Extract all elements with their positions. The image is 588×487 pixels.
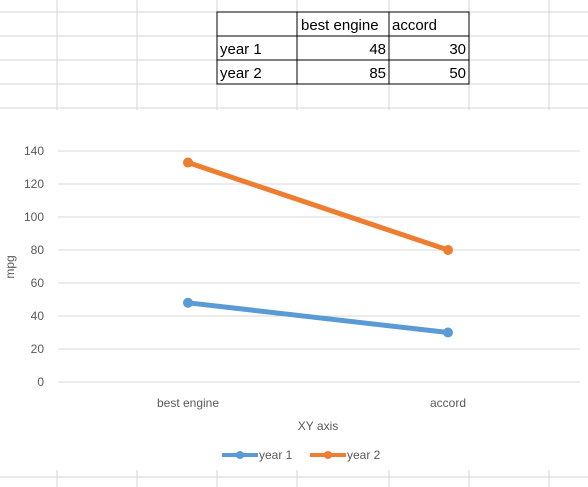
- y-axis-title[interactable]: mpg: [3, 255, 17, 278]
- y-tick-label: 140: [24, 144, 44, 158]
- legend-item-year-1[interactable]: year 1: [222, 448, 293, 462]
- y-tick-label: 80: [31, 243, 45, 257]
- table-header-accord[interactable]: accord: [392, 17, 437, 34]
- x-axis-title[interactable]: XY axis: [298, 419, 338, 433]
- table-cell-year1-best-engine[interactable]: 48: [369, 41, 386, 58]
- y-tick-label: 0: [37, 375, 44, 389]
- legend-marker: [324, 451, 332, 459]
- table-cell-year2-accord[interactable]: 50: [449, 65, 466, 82]
- line-chart[interactable]: 0 20 40 60 80 100 120 140 best engine accord mpg…: [0, 110, 588, 470]
- x-tick-label: best engine: [157, 396, 219, 410]
- table-header-best-engine[interactable]: best engine: [301, 17, 379, 34]
- table-cell-year1-accord[interactable]: 30: [449, 41, 466, 58]
- y-axis-ticks: 0 20 40 60 80 100 120 140: [24, 144, 44, 389]
- x-axis-ticks: best engine accord: [157, 396, 466, 410]
- y-tick-label: 20: [31, 342, 45, 356]
- legend-item-year-2[interactable]: year 2: [310, 448, 381, 462]
- legend-label: year 1: [259, 448, 293, 462]
- y-tick-label: 60: [31, 276, 45, 290]
- data-point-year-2-1[interactable]: [443, 245, 453, 255]
- data-point-year-2-0[interactable]: [183, 157, 193, 168]
- table-row-label-year-2[interactable]: year 2: [220, 65, 262, 82]
- data-table: best engine accord year 1 48 30 year 2 8…: [216, 11, 470, 85]
- legend-label: year 2: [347, 448, 381, 462]
- table-row-label-year-1[interactable]: year 1: [220, 41, 262, 58]
- chart-series: [183, 157, 453, 338]
- chart-legend[interactable]: year 1 year 2: [222, 448, 381, 462]
- y-tick-label: 120: [24, 177, 44, 191]
- data-point-year-1-1[interactable]: [443, 327, 453, 338]
- legend-marker: [236, 451, 244, 459]
- table-cell-year2-best-engine[interactable]: 85: [369, 65, 386, 82]
- series-line-year-1[interactable]: [185, 300, 451, 335]
- x-tick-label: accord: [430, 396, 466, 410]
- data-point-year-1-0[interactable]: [183, 297, 193, 308]
- y-tick-label: 40: [31, 309, 45, 323]
- series-line-year-2[interactable]: [185, 160, 451, 253]
- y-tick-label: 100: [24, 210, 44, 224]
- chart-gridlines: [58, 150, 580, 383]
